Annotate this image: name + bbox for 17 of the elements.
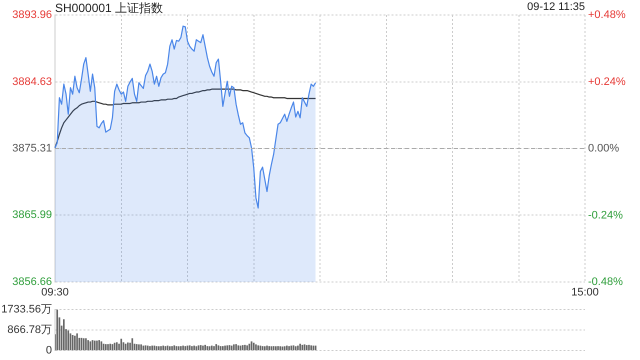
y2-tick-label: +0.24% — [588, 76, 626, 88]
y-tick-label: 3865.99 — [12, 209, 52, 222]
x-tick-label: 09:30 — [41, 286, 69, 299]
chart-title: SH000001 上证指数 — [55, 0, 164, 17]
y2-tick-label: +0.48% — [588, 9, 626, 22]
y-tick-label: 0 — [46, 344, 52, 356]
text: 09-12 11:35 — [527, 1, 585, 13]
y-tick-label: 3856.66 — [12, 276, 52, 288]
y-tick-label: 1733.56万 — [1, 304, 52, 316]
y-tick-label: 866.78万 — [7, 324, 52, 336]
y2-tick-label: -0.48% — [588, 276, 624, 288]
y-tick-label: 3893.96 — [12, 9, 52, 22]
x-tick-label: 15:00 — [571, 286, 599, 299]
y-tick-label: 3884.63 — [12, 76, 52, 88]
y-tick-label: 3875.31 — [12, 142, 52, 155]
y2-tick-label: 0.00% — [588, 142, 620, 155]
y2-tick-label: -0.24% — [588, 209, 624, 222]
